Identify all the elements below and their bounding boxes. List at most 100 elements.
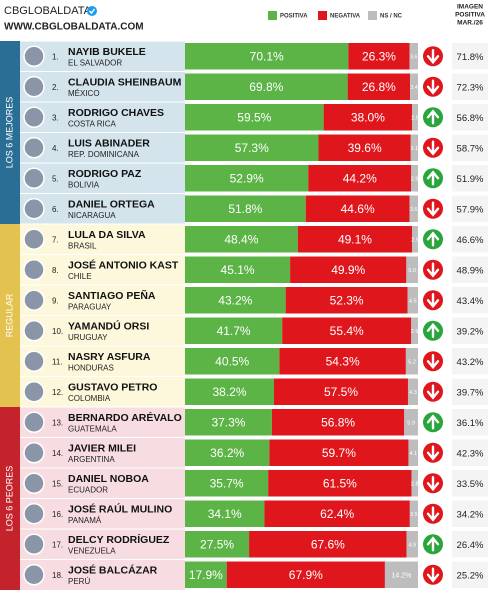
side-value: 34.2% (457, 509, 484, 520)
side-value: 56.8% (457, 113, 484, 124)
side-value: 33.5% (457, 479, 484, 490)
rank: 15. (52, 479, 63, 488)
country: CHILE (68, 272, 92, 281)
bar-segment (348, 43, 410, 70)
side-cell (452, 531, 488, 558)
bar-segment (308, 165, 412, 192)
value-label: 14.2% (392, 573, 412, 580)
value-label: 2.9 (411, 329, 419, 335)
value-label: 5.2 (408, 360, 416, 366)
side-value: 58.7% (457, 143, 484, 154)
bar-segment (285, 287, 408, 314)
bar-segment (404, 409, 418, 436)
side-value: 48.9% (457, 265, 484, 276)
side-cell (452, 470, 488, 497)
trend-arrow (426, 506, 440, 522)
leader-name: SANTIAGO PEÑA (68, 289, 156, 302)
value-label: 56.8% (321, 415, 355, 429)
avatar (23, 228, 45, 250)
value-label: 49.1% (338, 232, 372, 246)
value-label: 41.7% (217, 324, 251, 338)
leader-name: LULA DA SILVA (68, 229, 146, 241)
value-label: 2.5 (411, 238, 419, 244)
avatar (23, 350, 45, 372)
trend-arrow (426, 414, 440, 430)
side-cell (452, 134, 488, 161)
side-cell (452, 73, 488, 100)
value-label: 4.3 (409, 390, 417, 396)
rank: 5. (52, 174, 59, 183)
value-label: 3.6 (410, 207, 418, 213)
side-cell (452, 439, 488, 466)
value-label: 36.2% (210, 446, 244, 460)
value-label: 61.5% (323, 476, 357, 490)
avatar (23, 503, 45, 525)
bar-segment (407, 378, 418, 405)
bar-segment (290, 256, 407, 283)
bar-segment (274, 378, 408, 405)
country: GUATEMALA (68, 424, 117, 433)
trend-arrow (426, 262, 440, 278)
rank: 10. (52, 327, 63, 336)
trend-arrow (426, 170, 440, 186)
trend-arrow (426, 536, 440, 552)
country: ARGENTINA (68, 455, 115, 464)
bar-segment (407, 287, 418, 314)
country: NICARAGUA (68, 211, 116, 220)
leader-name: DELCY RODRÍGUEZ (68, 533, 170, 546)
bar-segment (411, 165, 418, 192)
avatar (23, 472, 45, 494)
verified-badge (87, 6, 97, 16)
bar-segment (279, 348, 406, 375)
bar-segment (271, 409, 405, 436)
country: REP. DOMINICANA (68, 150, 140, 159)
side-header: MAR./26 (457, 20, 483, 27)
rank: 7. (52, 235, 59, 244)
bar-segment (185, 287, 286, 314)
trend-arrow (426, 109, 440, 125)
bar-segment (185, 531, 250, 558)
rank: 6. (52, 205, 59, 214)
side-cell (452, 256, 488, 283)
country: PARAGUAY (68, 302, 112, 311)
value-label: 40.5% (215, 354, 249, 368)
side-header: POSITIVA (455, 12, 485, 19)
bar-segment (408, 439, 418, 466)
value-label: 38.0% (351, 110, 385, 124)
value-label: 44.6% (341, 202, 375, 216)
leader-name: DANIEL ORTEGA (68, 199, 155, 211)
country: MÉXICO (68, 89, 100, 98)
legend-label: POSITIVA (280, 14, 308, 20)
rank: 11. (52, 357, 63, 366)
bar-segment (412, 226, 418, 253)
avatar (23, 442, 45, 464)
trend-arrow (426, 231, 440, 247)
leader-name: NASRY ASFURA (68, 351, 151, 363)
value-label: 3.1 (411, 146, 419, 152)
rank: 8. (52, 266, 59, 275)
bar-segment (185, 226, 298, 253)
side-cell (452, 195, 488, 222)
avatar (23, 411, 45, 433)
leader-name: BERNARDO ARÉVALO (68, 411, 182, 424)
value-label: 3.4 (410, 85, 418, 91)
bar-segment (412, 104, 418, 131)
value-label: 26.8% (362, 80, 396, 94)
value-label: 52.9% (230, 171, 264, 185)
bar-segment (269, 439, 409, 466)
value-label: 59.5% (237, 110, 271, 124)
value-label: 4.9 (408, 543, 416, 549)
trend-arrow (426, 140, 440, 156)
value-label: 51.8% (228, 202, 262, 216)
avatar (23, 167, 45, 189)
bar-segment (185, 409, 272, 436)
country: PANAMÁ (68, 516, 102, 525)
bar-segment (185, 500, 265, 527)
bar-segment (347, 73, 411, 100)
country: EL SALVADOR (68, 58, 122, 67)
bar-segment (185, 378, 275, 405)
leader-name: LUIS ABINADER (68, 138, 150, 150)
legend-swatch (318, 11, 327, 20)
avatar (23, 564, 45, 586)
country: COSTA RICA (68, 119, 117, 128)
